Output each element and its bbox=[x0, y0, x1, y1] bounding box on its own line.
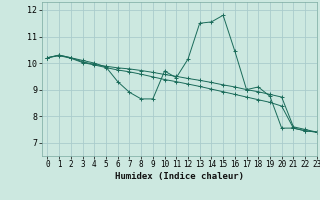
X-axis label: Humidex (Indice chaleur): Humidex (Indice chaleur) bbox=[115, 172, 244, 181]
